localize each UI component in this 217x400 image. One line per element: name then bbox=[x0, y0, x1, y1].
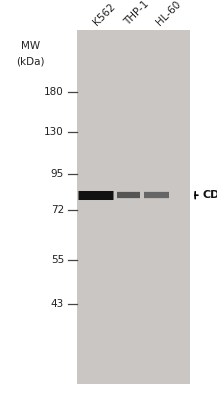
Text: 180: 180 bbox=[44, 87, 64, 97]
Text: K562: K562 bbox=[92, 1, 118, 27]
Text: 95: 95 bbox=[51, 169, 64, 179]
Text: 72: 72 bbox=[51, 205, 64, 215]
Text: 55: 55 bbox=[51, 255, 64, 265]
Text: CD2AP: CD2AP bbox=[203, 190, 217, 200]
Text: (kDa): (kDa) bbox=[16, 57, 45, 67]
Text: MW: MW bbox=[21, 41, 40, 51]
Text: 43: 43 bbox=[51, 299, 64, 309]
FancyBboxPatch shape bbox=[77, 30, 190, 384]
Text: 130: 130 bbox=[44, 127, 64, 137]
Text: HL-60: HL-60 bbox=[155, 0, 183, 27]
Text: THP-1: THP-1 bbox=[122, 0, 151, 27]
